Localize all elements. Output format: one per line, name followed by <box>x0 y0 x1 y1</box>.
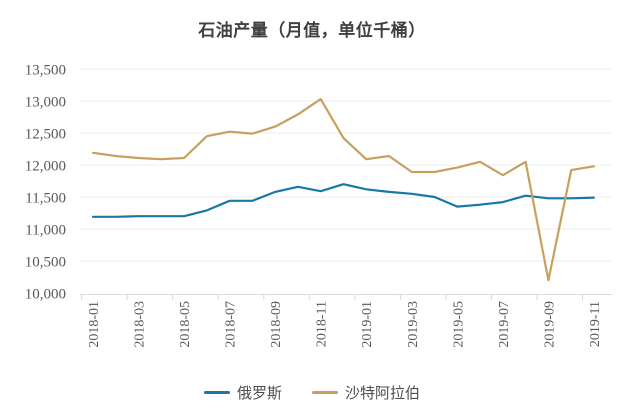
chart-title: 石油产量（月值，单位千桶） <box>198 21 426 40</box>
x-axis-tick-label: 2019-03 <box>406 301 421 348</box>
y-axis-tick-label: 12,500 <box>25 127 66 143</box>
series-line-russia[interactable] <box>91 183 596 218</box>
y-axis-tick-label: 12,000 <box>25 159 66 175</box>
legend-label: 俄罗斯 <box>236 384 282 402</box>
y-axis-tick-label: 13,000 <box>25 95 66 111</box>
x-axis-tick-label: 2018-11 <box>315 301 330 347</box>
y-axis-tick-label: 13,500 <box>25 63 66 79</box>
legend-label: 沙特阿拉伯 <box>345 384 421 402</box>
x-axis-tick-label: 2018-05 <box>178 301 193 348</box>
y-axis-tick-label: 11,500 <box>25 191 66 207</box>
legend-item-russia[interactable]: 俄罗斯 <box>203 382 282 403</box>
legend-line-swatch <box>312 390 338 394</box>
x-axis-tick-label: 2019-07 <box>497 301 512 348</box>
x-axis-tick-label: 2019-05 <box>451 301 466 348</box>
y-axis-tick-label: 10,000 <box>25 287 66 303</box>
y-axis-tick-label: 11,000 <box>25 223 66 239</box>
y-axis-tick-label: 10,500 <box>25 255 66 271</box>
x-axis-tick-label: 2019-09 <box>542 301 557 348</box>
x-axis-tick-label: 2018-01 <box>87 301 102 348</box>
series-line-saudi[interactable] <box>91 97 596 282</box>
x-axis-tick-label: 2018-03 <box>133 301 148 348</box>
x-axis-tick-label: 2018-09 <box>269 301 284 348</box>
legend-item-saudi[interactable]: 沙特阿拉伯 <box>312 382 420 403</box>
x-axis-tick-label: 2019-01 <box>360 301 375 348</box>
chart-legend: 俄罗斯 沙特阿拉伯 <box>0 380 624 404</box>
x-axis-tick-label: 2019-11 <box>588 301 603 347</box>
legend-line-swatch <box>203 390 230 394</box>
x-axis-tick-label: 2018-07 <box>224 301 239 348</box>
